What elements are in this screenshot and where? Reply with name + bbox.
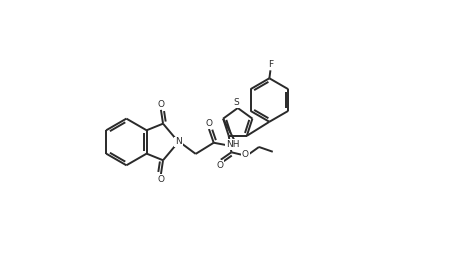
Text: NH: NH (226, 140, 239, 149)
Text: N: N (175, 137, 182, 146)
Text: F: F (268, 60, 274, 69)
Text: O: O (217, 161, 223, 170)
Text: O: O (206, 119, 213, 128)
Text: O: O (157, 175, 165, 184)
Text: O: O (242, 150, 249, 159)
Text: O: O (157, 99, 165, 109)
Text: S: S (234, 98, 239, 107)
